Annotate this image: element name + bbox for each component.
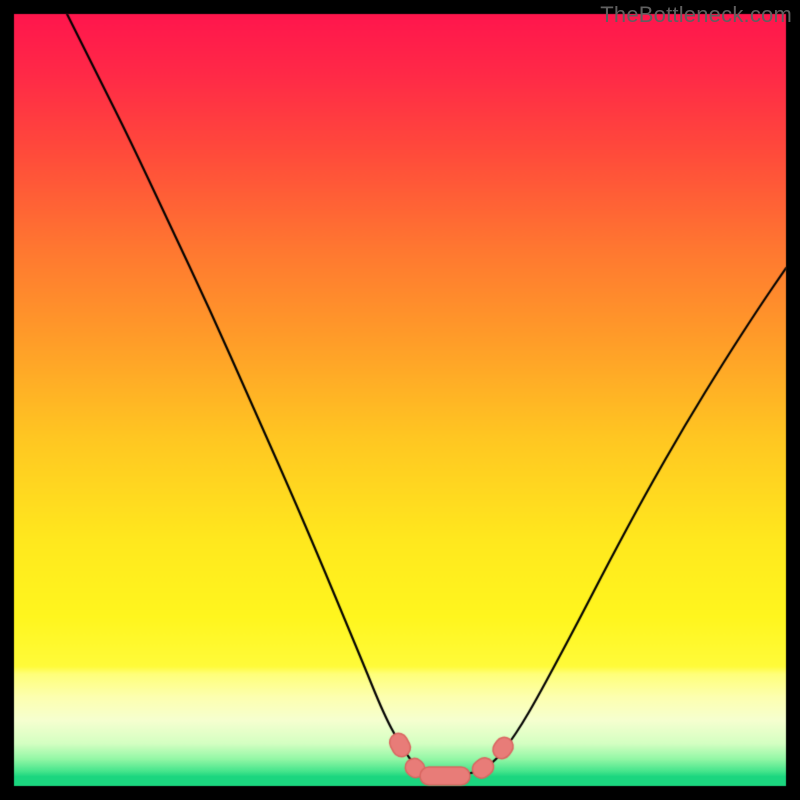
chart-curve-layer	[0, 0, 800, 800]
watermark-text: TheBottleneck.com	[600, 2, 792, 28]
bottleneck-chart: TheBottleneck.com	[0, 0, 800, 800]
